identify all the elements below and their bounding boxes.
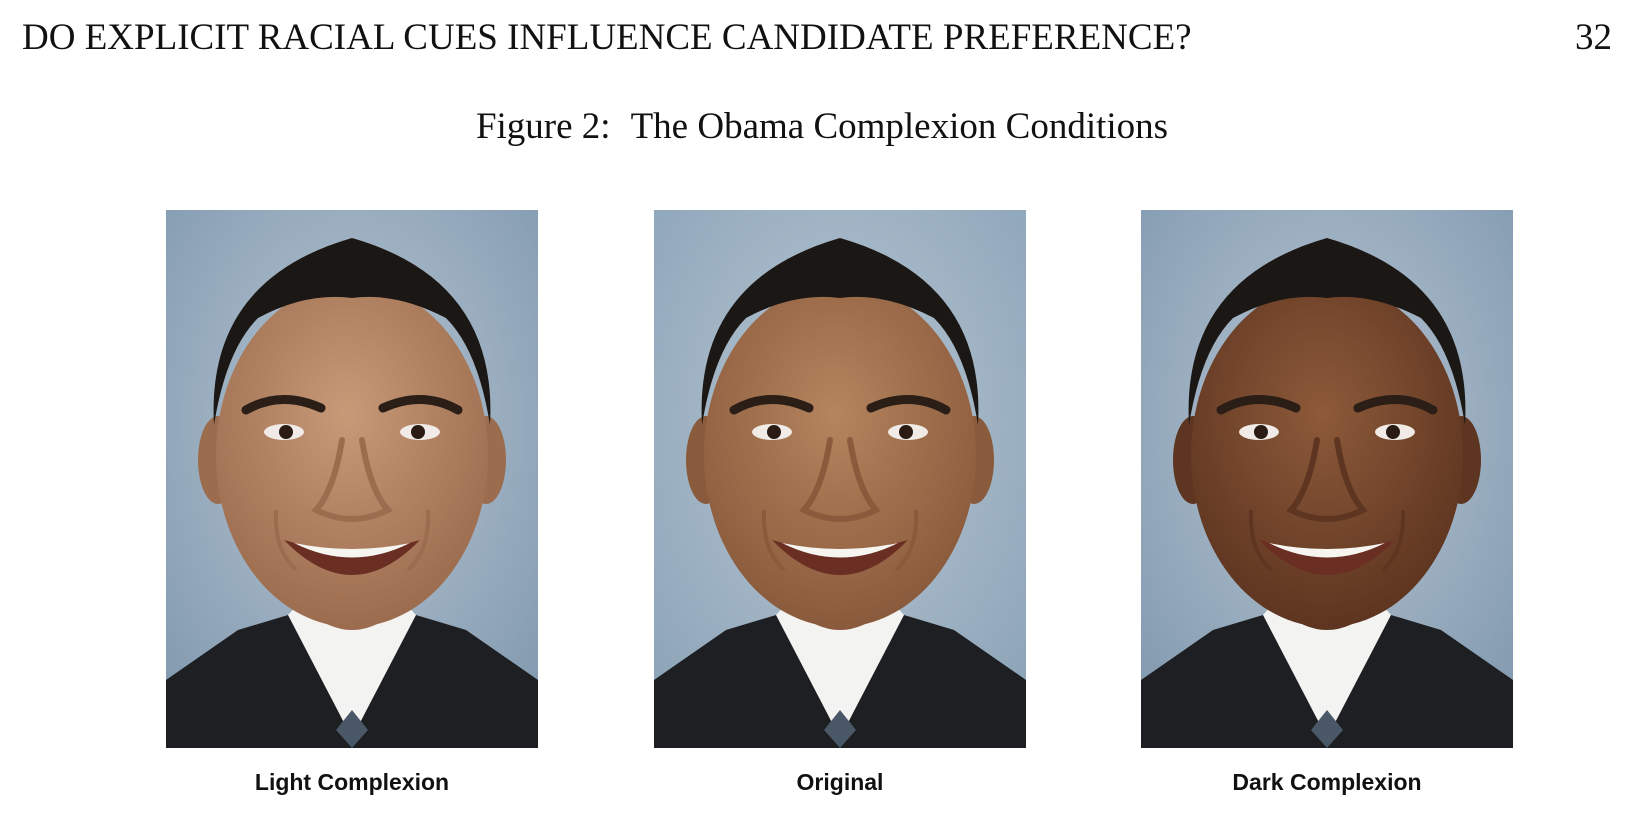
- page-number: 32: [1575, 17, 1612, 58]
- figure-label: Figure 2:: [475, 106, 611, 147]
- figure-panel-original: Original: [654, 210, 1026, 795]
- running-head: DO EXPLICIT RACIAL CUES INFLUENCE CANDID…: [22, 17, 1192, 58]
- portrait-photo: [1141, 210, 1513, 748]
- panel-label: Original: [796, 769, 884, 795]
- figure-panel-dark: Dark Complexion: [1141, 210, 1513, 795]
- panel-label: Dark Complexion: [1232, 769, 1422, 795]
- figure-title: The Obama Complexion Conditions: [630, 106, 1169, 147]
- figure-caption: Figure 2: The Obama Complexion Conditions: [0, 104, 1644, 150]
- portrait-photo: [654, 210, 1026, 748]
- portrait-photo: [166, 210, 538, 748]
- panel-label: Light Complexion: [254, 769, 450, 795]
- figure-panel-light: Light Complexion: [166, 210, 538, 795]
